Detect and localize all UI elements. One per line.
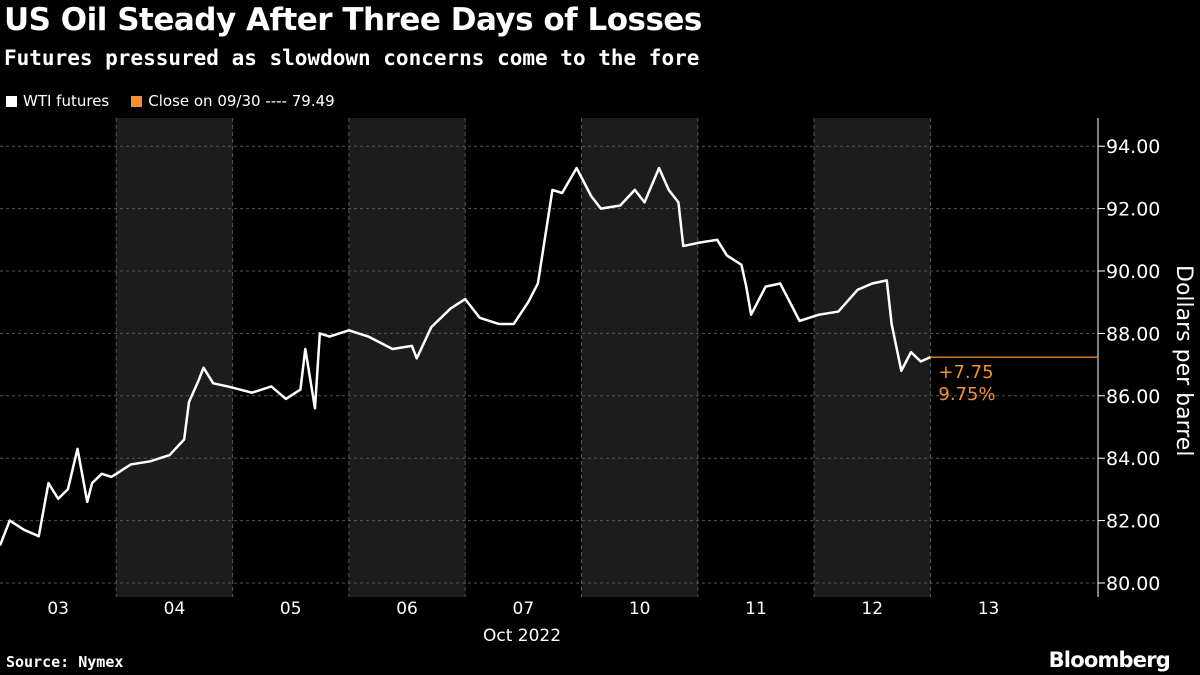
legend-series: WTI futures xyxy=(23,92,110,110)
shaded-day-04 xyxy=(116,118,233,597)
y-tick-label: 84.00 xyxy=(1106,448,1160,470)
x-tick-label: 04 xyxy=(164,599,186,619)
x-tick-label: 13 xyxy=(978,599,1000,619)
shaded-day-10 xyxy=(581,118,698,597)
source: Source: Nymex xyxy=(6,653,124,671)
shaded-day-06 xyxy=(348,118,466,597)
change-label: +7.75 xyxy=(938,362,993,383)
legend: WTI futures Close on 09/30 ---- 79.49 xyxy=(6,92,335,110)
chart-title: US Oil Steady After Three Days of Losses xyxy=(4,2,702,38)
x-tick-label: 03 xyxy=(47,599,69,619)
y-tick-label: 82.00 xyxy=(1106,511,1160,533)
x-tick-label: 12 xyxy=(861,599,883,619)
x-tick-label: 07 xyxy=(513,599,535,619)
shaded-day-12 xyxy=(814,118,931,597)
legend-reference: Close on 09/30 ---- 79.49 xyxy=(148,92,335,110)
percent-change-label: 9.75% xyxy=(938,384,995,405)
legend-swatch-reference xyxy=(131,95,143,107)
y-tick-label: 94.00 xyxy=(1106,136,1160,158)
y-tick-label: 92.00 xyxy=(1106,199,1160,221)
legend-swatch-series xyxy=(6,95,17,107)
x-tick-label: 05 xyxy=(280,599,302,619)
y-tick-label: 90.00 xyxy=(1106,261,1160,283)
y-tick-label: 80.00 xyxy=(1106,573,1160,595)
y-tick-label: 86.00 xyxy=(1106,386,1160,408)
chart-subtitle: Futures pressured as slowdown concerns c… xyxy=(4,46,700,70)
x-axis-label: Oct 2022 xyxy=(483,626,561,646)
x-tick-label: 06 xyxy=(396,599,418,619)
y-axis-label: Dollars per barrel xyxy=(1171,265,1196,457)
x-tick-label: 10 xyxy=(629,599,651,619)
y-tick-label: 88.00 xyxy=(1106,323,1160,345)
wti-futures-line xyxy=(0,166,931,547)
bloomberg-logo: Bloomberg xyxy=(1048,648,1171,672)
x-tick-label: 11 xyxy=(745,599,767,619)
